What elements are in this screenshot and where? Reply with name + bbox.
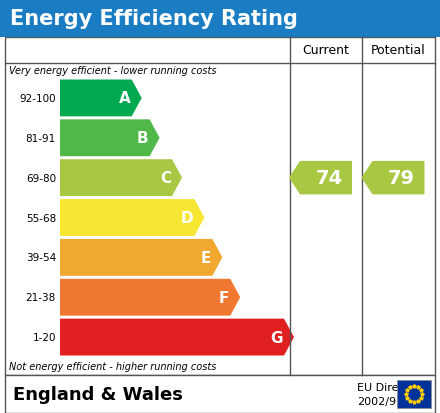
Text: 39-54: 39-54 bbox=[26, 253, 56, 263]
Text: Very energy efficient - lower running costs: Very energy efficient - lower running co… bbox=[9, 66, 216, 76]
Polygon shape bbox=[60, 199, 205, 236]
Text: England & Wales: England & Wales bbox=[13, 385, 183, 403]
Text: EU Directive
2002/91/EC: EU Directive 2002/91/EC bbox=[357, 382, 425, 406]
Text: Current: Current bbox=[303, 44, 349, 57]
Text: E: E bbox=[201, 250, 211, 265]
Text: 81-91: 81-91 bbox=[26, 133, 56, 143]
Text: 1-20: 1-20 bbox=[33, 332, 56, 342]
Bar bbox=[5, 38, 435, 375]
Bar bbox=[5, 375, 435, 413]
Text: 21-38: 21-38 bbox=[26, 292, 56, 302]
Polygon shape bbox=[362, 161, 425, 195]
Polygon shape bbox=[60, 279, 240, 316]
Text: 55-68: 55-68 bbox=[26, 213, 56, 223]
Text: G: G bbox=[271, 330, 283, 345]
Polygon shape bbox=[60, 80, 142, 117]
Text: 74: 74 bbox=[315, 169, 343, 188]
Text: F: F bbox=[219, 290, 229, 305]
Text: 92-100: 92-100 bbox=[19, 94, 56, 104]
Text: C: C bbox=[160, 171, 171, 186]
Text: B: B bbox=[137, 131, 149, 146]
Text: Not energy efficient - higher running costs: Not energy efficient - higher running co… bbox=[9, 361, 216, 371]
Text: D: D bbox=[181, 211, 194, 225]
Text: Energy Efficiency Rating: Energy Efficiency Rating bbox=[10, 9, 298, 29]
Bar bbox=[0, 0, 440, 38]
Text: Potential: Potential bbox=[371, 44, 426, 57]
Bar bbox=[397, 380, 431, 408]
Polygon shape bbox=[60, 160, 182, 197]
Text: 79: 79 bbox=[388, 169, 415, 188]
Polygon shape bbox=[60, 240, 222, 276]
Text: 69-80: 69-80 bbox=[26, 173, 56, 183]
Polygon shape bbox=[60, 120, 160, 157]
Text: A: A bbox=[119, 91, 131, 106]
Polygon shape bbox=[60, 319, 294, 356]
Polygon shape bbox=[289, 161, 352, 195]
